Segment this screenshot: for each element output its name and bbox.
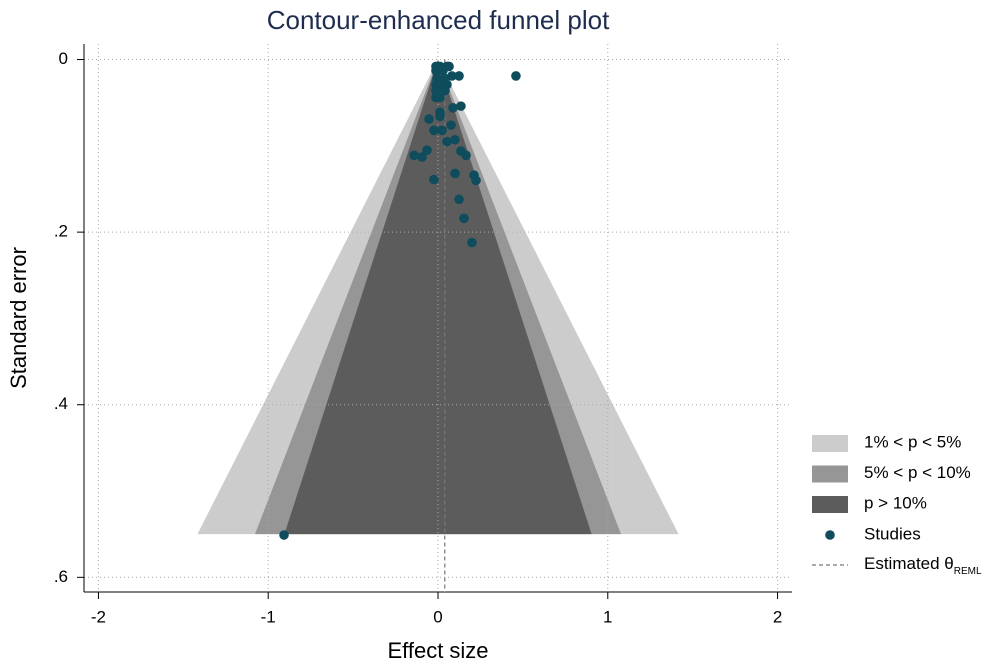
y-tick-label: .2 xyxy=(54,222,68,241)
study-point xyxy=(442,136,452,147)
x-tick-label: 2 xyxy=(773,607,782,626)
x-axis-title: Effect size xyxy=(387,638,488,663)
study-point xyxy=(409,150,419,161)
study-point xyxy=(448,103,458,113)
study-point xyxy=(431,85,441,96)
study-point xyxy=(422,145,432,155)
study-point xyxy=(511,71,521,81)
study-point xyxy=(456,101,466,111)
y-tick-label: 0 xyxy=(59,49,68,68)
study-point xyxy=(437,125,447,136)
legend-label-main: Estimated θ xyxy=(864,554,954,573)
study-point xyxy=(424,114,434,124)
x-tick-label: 1 xyxy=(603,607,612,626)
legend-label: p > 10% xyxy=(864,493,927,512)
study-point xyxy=(435,92,445,103)
legend-label: 5% < p < 10% xyxy=(864,463,971,482)
legend-swatch xyxy=(812,496,848,513)
study-point xyxy=(431,65,441,76)
study-point xyxy=(438,65,448,76)
study-point xyxy=(279,530,289,540)
study-point xyxy=(471,175,481,186)
study-point xyxy=(467,237,477,248)
study-point xyxy=(454,71,464,81)
study-point xyxy=(450,134,460,145)
chart-title: Contour-enhanced funnel plot xyxy=(267,5,610,35)
study-point xyxy=(454,194,464,205)
study-point xyxy=(417,152,427,162)
study-point xyxy=(459,213,469,224)
legend-label-subscript: REML xyxy=(954,566,982,577)
x-tick-label: -1 xyxy=(261,607,276,626)
study-point xyxy=(429,174,439,185)
study-point xyxy=(435,111,445,122)
y-tick-label: .4 xyxy=(54,394,68,413)
legend-label: Estimated θREML xyxy=(864,554,982,576)
x-tick-label: 0 xyxy=(433,607,442,626)
legend-label: Studies xyxy=(864,524,921,543)
study-point xyxy=(440,85,450,96)
study-point xyxy=(450,168,460,179)
study-point xyxy=(446,120,456,130)
legend-label: 1% < p < 5% xyxy=(864,432,961,451)
y-tick-label: .6 xyxy=(54,567,68,586)
study-point xyxy=(461,150,471,161)
legend-swatch xyxy=(812,465,848,483)
legend-swatch xyxy=(812,435,848,452)
legend-marker xyxy=(825,530,835,540)
x-tick-label: -2 xyxy=(91,607,106,626)
y-axis-title: Standard error xyxy=(6,247,31,389)
study-point xyxy=(429,125,439,136)
